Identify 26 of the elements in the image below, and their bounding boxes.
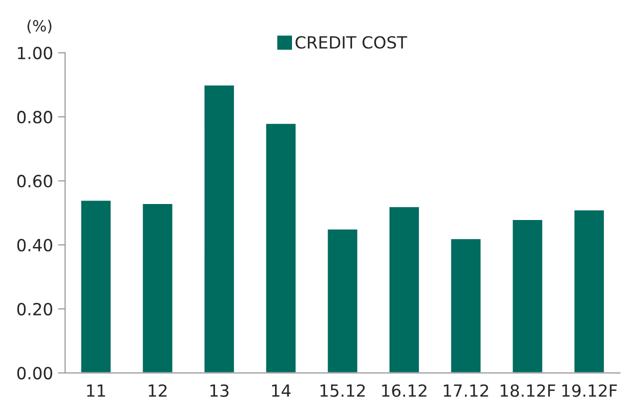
bar (326, 228, 359, 373)
x-tick-label: 12 (148, 384, 167, 397)
y-tick-label: 0.00 (17, 366, 52, 380)
y-tick-label: 0.20 (17, 302, 52, 316)
bar (388, 206, 420, 373)
legend-label: CREDIT COST (296, 36, 408, 49)
y-axis-title: (%) (28, 20, 52, 34)
bar (264, 122, 297, 373)
x-tick-label: 14 (272, 384, 291, 397)
x-tick-label: 16.12 (382, 384, 426, 397)
x-tick-label: 17.12 (444, 384, 488, 397)
x-tick-label: 19.12F (562, 384, 617, 397)
bar (511, 218, 544, 373)
x-tick-label: 13 (210, 384, 228, 397)
bar (573, 208, 606, 373)
x-tick-label: 15.12 (320, 384, 365, 397)
y-tick-label: 1.00 (18, 46, 52, 60)
y-tick-label: 0.40 (17, 238, 52, 252)
x-tick-label: 18.12F (500, 384, 556, 397)
y-tick-label: 0.80 (17, 110, 52, 124)
bar (80, 199, 112, 373)
y-tick-label: 0.60 (17, 174, 52, 188)
x-tick-label: 11 (87, 384, 105, 397)
bar (141, 202, 174, 373)
bar (203, 84, 236, 373)
bar (450, 238, 482, 373)
